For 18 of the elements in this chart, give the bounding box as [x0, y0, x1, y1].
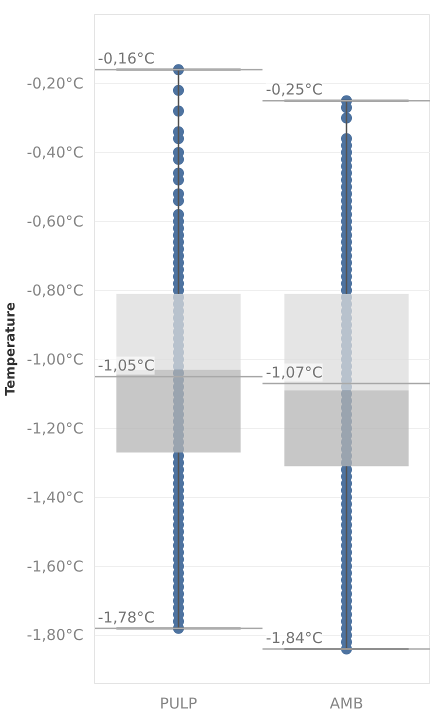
- y-tick-label: -0,20°C: [26, 74, 84, 92]
- y-tick-label: -1,00°C: [26, 350, 84, 368]
- annotation: -1,78°C: [98, 608, 155, 626]
- y-tick-label: -1,60°C: [26, 557, 84, 576]
- y-tick-label: -0,60°C: [26, 212, 84, 230]
- y-tick-label: -1,80°C: [26, 626, 84, 644]
- y-tick-label: -0,40°C: [26, 143, 84, 162]
- x-tick-label: AMB: [330, 694, 364, 712]
- annotation: -0,16°C: [98, 50, 155, 68]
- y-tick-label: -1,20°C: [26, 419, 84, 438]
- y-tick-label: -0,80°C: [26, 281, 84, 300]
- y-axis-title: Temperature: [4, 302, 19, 396]
- annotation: -1,05°C: [98, 356, 155, 375]
- annotation: -1,84°C: [266, 629, 323, 648]
- annotation: -0,25°C: [266, 80, 323, 99]
- annotation: -1,07°C: [266, 363, 323, 382]
- y-tick-label: -1,40°C: [26, 488, 84, 506]
- x-tick-label: PULP: [160, 694, 198, 712]
